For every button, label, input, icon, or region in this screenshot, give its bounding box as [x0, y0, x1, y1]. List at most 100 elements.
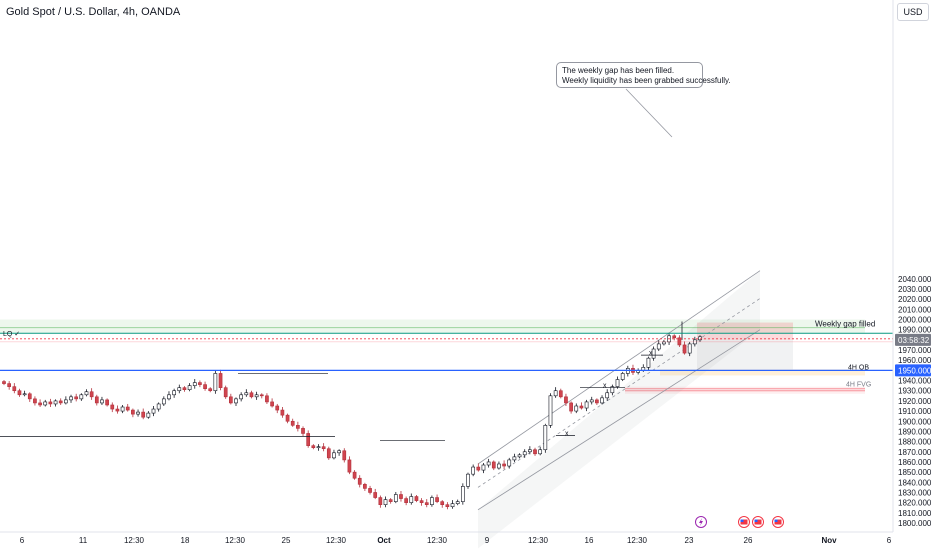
candle	[682, 341, 687, 355]
candle-body	[481, 464, 486, 471]
bos-marker-3: x	[565, 430, 569, 437]
candle-body	[460, 486, 465, 502]
candle	[337, 449, 341, 456]
weekly-gap-zone	[0, 319, 865, 333]
callout-pointer	[625, 88, 673, 138]
candle-body	[548, 395, 553, 426]
candle	[192, 379, 197, 389]
event-icons[interactable]	[695, 516, 784, 528]
candle-body	[156, 403, 161, 410]
time-tick-label: 12:30	[225, 536, 246, 545]
candle-body	[615, 379, 620, 387]
candle-body	[502, 463, 506, 467]
candle-body	[316, 446, 321, 449]
candle	[69, 394, 73, 403]
candle-body	[33, 398, 37, 404]
candle	[404, 496, 408, 506]
candle	[692, 336, 697, 347]
candle	[662, 339, 666, 346]
time-tick-label: 12:30	[528, 536, 549, 545]
time-tick-label: 12:30	[627, 536, 648, 545]
candle	[254, 391, 259, 400]
candle	[378, 495, 383, 508]
flag-stripes-icon	[754, 519, 762, 525]
candle	[589, 396, 594, 405]
candle-body	[579, 405, 584, 409]
candle	[306, 430, 311, 448]
candle	[12, 383, 17, 394]
candle	[646, 356, 651, 371]
zones-layer	[0, 319, 865, 394]
candle-body	[2, 381, 6, 384]
candle-body	[383, 499, 388, 505]
candle-body	[223, 387, 228, 398]
price-tick-label: 1820.000	[898, 499, 932, 508]
candle	[440, 500, 445, 508]
candles-layer	[2, 321, 702, 510]
candle-body	[280, 409, 285, 416]
candle-body	[337, 450, 341, 454]
bos-marker-2: x	[649, 350, 653, 357]
candle-body	[141, 411, 146, 418]
candle-body	[332, 452, 336, 459]
candle	[419, 498, 424, 506]
candle-body	[69, 396, 73, 401]
candle	[265, 393, 269, 404]
candle-body	[275, 405, 280, 411]
candle-body	[357, 477, 362, 485]
candle-body	[58, 400, 63, 404]
time-tick-label: 12:30	[427, 536, 448, 545]
candle-body	[167, 394, 171, 400]
countdown-label: 03:58:32	[898, 336, 930, 345]
candle	[115, 405, 120, 414]
candle	[33, 396, 37, 406]
flag-stripes-icon	[740, 519, 748, 525]
candle-body	[692, 339, 697, 345]
bos-marker-1: x	[603, 383, 607, 390]
candle	[58, 398, 63, 405]
candle	[430, 495, 434, 507]
candle-body	[512, 456, 517, 461]
price-tick-label: 1910.000	[898, 407, 932, 416]
time-tick-label: 23	[685, 536, 694, 545]
candle	[326, 446, 331, 460]
candle	[538, 446, 543, 456]
candle	[259, 393, 264, 399]
candle-body	[136, 411, 140, 415]
currency-button[interactable]: USD	[897, 3, 929, 21]
candle-body	[53, 400, 58, 405]
price-tick-label: 1900.000	[898, 417, 932, 426]
candle-body	[491, 461, 496, 469]
candle-body	[553, 390, 558, 397]
candle-body	[249, 392, 254, 398]
channel-upper	[477, 270, 761, 465]
channel-fill	[478, 270, 760, 549]
candle	[151, 405, 156, 417]
candle-body	[259, 394, 264, 397]
time-tick-label: 25	[282, 536, 291, 545]
price-tick-label: 1850.000	[898, 468, 932, 477]
candle	[218, 369, 223, 391]
candle-body	[414, 496, 419, 501]
candle	[471, 464, 476, 477]
candle	[239, 392, 244, 402]
candle	[651, 346, 656, 361]
candle-body	[125, 406, 130, 411]
candle-body	[306, 433, 311, 446]
candle-body	[182, 387, 187, 391]
time-tick-label: 12:30	[124, 536, 145, 545]
candle	[460, 483, 465, 505]
candle	[383, 496, 388, 508]
candle	[311, 444, 316, 450]
candle	[141, 408, 146, 420]
candle	[368, 485, 372, 495]
candle	[275, 403, 280, 414]
candle	[7, 381, 12, 390]
candle	[450, 500, 455, 509]
candle-body	[466, 473, 470, 487]
time-axis[interactable]: 6 11 12:30 18 12:30 25 12:30 Oct 12:30 9 12:30 16 12…	[0, 531, 893, 545]
price-tick-label: 1810.000	[898, 509, 932, 518]
candle-body	[584, 401, 589, 409]
